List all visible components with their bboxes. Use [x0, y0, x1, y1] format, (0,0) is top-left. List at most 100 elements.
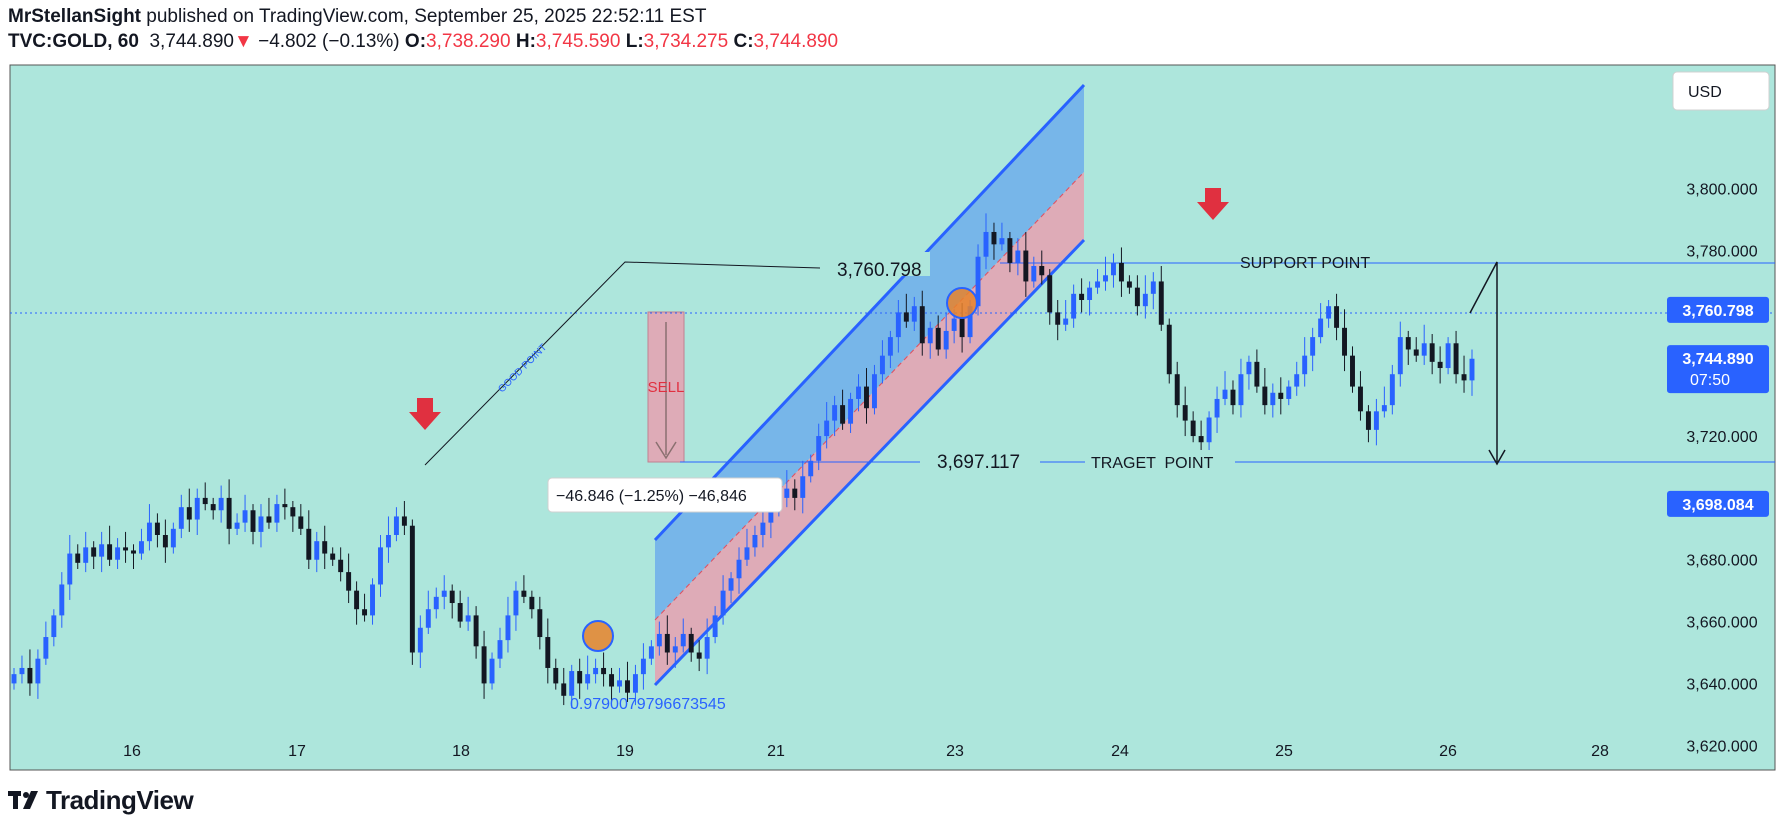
close-label: C: — [733, 31, 754, 52]
projection-path[interactable] — [1469, 261, 1498, 462]
good-point-line[interactable] — [424, 261, 821, 466]
candle-up — [832, 405, 838, 421]
candle-down — [991, 231, 997, 245]
x-tick-label: 17 — [288, 743, 306, 760]
price-tag-countdown: 07:50 — [1690, 372, 1730, 389]
candle-up — [712, 615, 718, 638]
candle-up — [218, 497, 224, 511]
candle-down — [154, 522, 160, 535]
candle-up — [1015, 250, 1021, 263]
candle-up — [967, 306, 973, 338]
candle-up — [1206, 417, 1212, 443]
candle-up — [489, 658, 495, 684]
candle-down — [1007, 238, 1013, 263]
channel-mid-line[interactable] — [654, 171, 1085, 621]
candle-up — [314, 541, 320, 560]
candle-up — [752, 535, 758, 548]
candle-down — [792, 488, 798, 498]
price-change: −4.802 (−0.13%) — [258, 31, 400, 52]
candle-up — [736, 559, 742, 579]
candle-down — [401, 516, 407, 526]
candle-down — [1118, 262, 1124, 282]
candle-down — [1126, 281, 1132, 288]
candle-up — [1150, 281, 1156, 294]
candle-up — [1310, 337, 1316, 356]
candle-up — [497, 640, 503, 659]
candle-down — [1055, 312, 1061, 325]
candle-up — [1214, 398, 1220, 418]
candle-down — [545, 637, 551, 668]
candle-up — [704, 637, 710, 659]
candle-down — [123, 547, 129, 551]
level-low-label[interactable]: 3,697.117 — [937, 452, 1020, 473]
candle-up — [99, 544, 105, 557]
red-arrow-down-icon[interactable] — [409, 398, 441, 430]
candle-up — [1071, 293, 1077, 319]
currency-button[interactable] — [1672, 71, 1770, 111]
x-tick-label: 28 — [1591, 743, 1609, 760]
candle-down — [1429, 343, 1435, 362]
target-point-label[interactable]: TRAGET POINT — [1091, 455, 1214, 472]
candle-up — [417, 627, 423, 653]
candle-up — [59, 584, 65, 616]
candle-down — [864, 386, 869, 409]
symbol-label[interactable]: TVC:GOLD, 60 — [8, 31, 139, 52]
candle-up — [1302, 355, 1308, 375]
price-axis[interactable]: 3,800.000 3,780.000 3,720.000 3,680.000 3,66… — [1686, 182, 1757, 756]
candle-up — [672, 646, 678, 653]
candle-down — [688, 633, 694, 653]
footer-branding[interactable]: TradingView — [8, 784, 194, 816]
candle-up — [1469, 358, 1475, 381]
candle-up — [585, 674, 591, 684]
high-label: H: — [515, 31, 536, 52]
publisher-name[interactable]: MrStellanSight — [8, 6, 142, 27]
candle-down — [481, 646, 487, 684]
channel-top-line[interactable] — [653, 83, 1086, 542]
red-arrow-down-icon[interactable] — [1197, 188, 1229, 220]
candle-down — [131, 550, 136, 554]
candle-down — [903, 312, 909, 322]
candle-up — [258, 516, 264, 532]
candle-down — [1174, 374, 1180, 406]
candle-down — [1461, 374, 1467, 381]
y-tick-label: 3,640.000 — [1686, 676, 1757, 693]
entry-marker-1[interactable] — [582, 620, 614, 652]
y-tick-label: 3,800.000 — [1686, 182, 1757, 199]
candle-down — [1039, 265, 1045, 276]
candle-down — [409, 525, 415, 653]
level-high-label[interactable]: 3,760.798 — [837, 260, 922, 281]
candle-down — [322, 541, 328, 554]
candle-up — [800, 476, 806, 498]
candle-up — [1421, 343, 1427, 356]
candle-up — [808, 460, 814, 477]
candle-up — [856, 386, 861, 399]
entry-marker-2[interactable] — [946, 287, 978, 319]
candle-up — [370, 584, 375, 616]
candle-up — [887, 337, 893, 356]
candle-up — [1031, 265, 1037, 282]
tradingview-logo-icon — [8, 791, 38, 809]
support-point-label[interactable]: SUPPORT POINT — [1240, 255, 1370, 272]
candle-up — [35, 658, 41, 684]
candle-down — [186, 507, 192, 520]
x-tick-label: 25 — [1275, 743, 1293, 760]
time-axis[interactable]: 16 17 18 19 21 23 24 25 26 28 — [123, 743, 1609, 760]
candle-up — [593, 667, 599, 675]
candle-up — [943, 330, 949, 350]
x-tick-label: 21 — [767, 743, 785, 760]
candle-up — [656, 633, 662, 647]
y-tick-label: 3,680.000 — [1686, 553, 1757, 570]
candle-down — [1357, 386, 1363, 412]
candle-down — [1182, 405, 1188, 421]
price-tags[interactable]: USD 3,760.798 3,744.890 07:50 3,698.084 — [1667, 71, 1770, 517]
candle-down — [1166, 324, 1172, 375]
level-low-label-box — [920, 450, 1040, 474]
candle-down — [107, 544, 113, 560]
candlestick-series[interactable] — [11, 213, 1475, 709]
measure-tooltip-text: −46.846 (−1.25%) −46,846 — [556, 488, 747, 505]
candle-down — [1453, 343, 1459, 375]
candle-down — [840, 405, 846, 424]
open-value: 3,738.290 — [426, 31, 511, 52]
candle-down — [202, 497, 208, 505]
